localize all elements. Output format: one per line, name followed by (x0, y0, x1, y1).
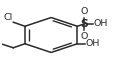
Text: S: S (81, 19, 88, 29)
Text: OH: OH (93, 19, 108, 28)
Text: OH: OH (86, 39, 100, 48)
Text: O: O (81, 7, 88, 16)
Text: Cl: Cl (3, 13, 13, 22)
Text: O: O (81, 32, 88, 41)
